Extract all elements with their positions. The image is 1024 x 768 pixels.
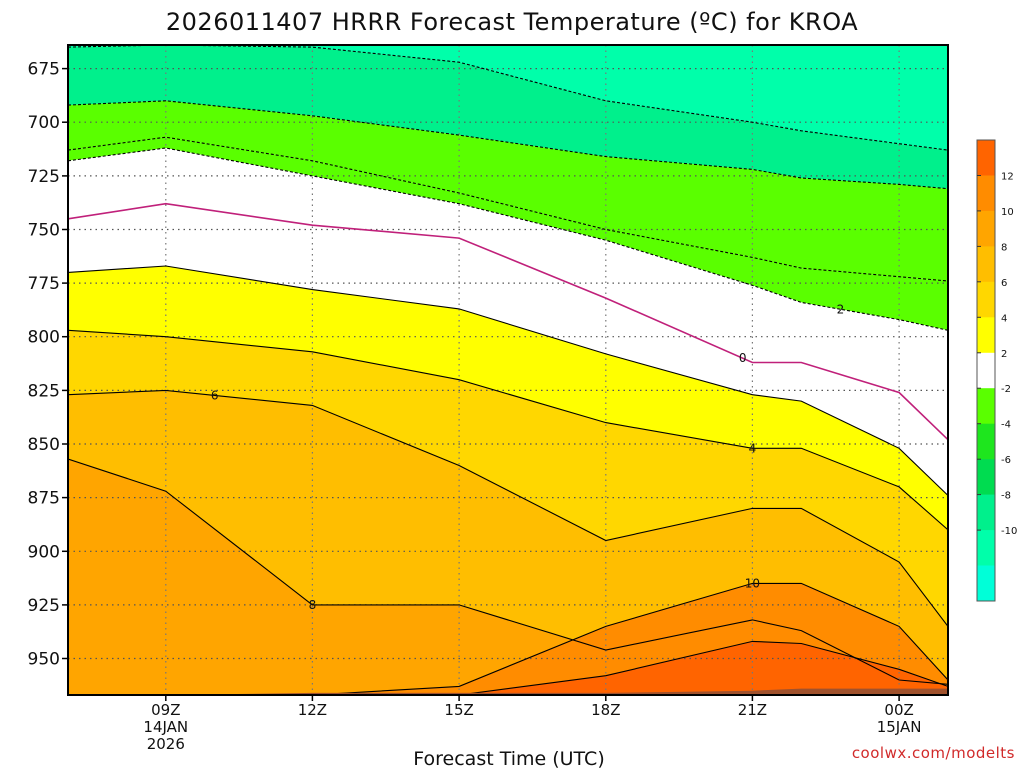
isotherm-10-line-9 <box>68 582 948 695</box>
colorbar-swatch-3 <box>977 459 995 496</box>
colorbar-swatch-4 <box>977 423 995 460</box>
colorbar-swatch-6 <box>977 352 995 389</box>
contour-labels: 2 0 4 6 8 10 <box>211 302 845 612</box>
contour-label-2: 2 <box>837 302 845 316</box>
colorbar-label-8: 8 <box>1001 242 1007 253</box>
colorbar-label-10: 10 <box>1001 207 1014 218</box>
y-tick-label-925: 925 <box>28 596 60 616</box>
colorbar-swatch-0 <box>977 565 995 602</box>
band-0-to-2 <box>68 148 948 496</box>
grid-lines <box>68 45 948 695</box>
y-tick-label-825: 825 <box>28 381 60 401</box>
x-axis-label: Forecast Time (UTC) <box>413 748 604 768</box>
x-tick-label-18Z-0: 18Z <box>591 701 620 719</box>
y-tick-label-725: 725 <box>28 167 60 187</box>
band-2-to-4 <box>68 266 948 530</box>
colorbar-swatch-10 <box>977 210 995 247</box>
isotherm-4-line-6 <box>68 329 948 531</box>
colorbar-swatch-9 <box>977 246 995 283</box>
colorbar-label--2: -2 <box>1001 384 1011 395</box>
contour-label-6: 6 <box>211 388 219 402</box>
colorbar-legend: 12 10 8 6 4 2 -2 -4 -6 -8 -10 <box>976 139 1017 602</box>
isotherm-2-line-5 <box>68 265 948 496</box>
contour-label-8: 8 <box>309 598 317 612</box>
colorbar-label-4: 4 <box>1001 313 1007 324</box>
y-tick-label-800: 800 <box>28 328 60 348</box>
colorbar-swatch-8 <box>977 281 995 318</box>
band-minus-10-to-minus-8 <box>68 45 948 151</box>
x-tick-label-15Z-0: 15Z <box>444 701 473 719</box>
y-tick-label-900: 900 <box>28 542 60 562</box>
colorbar-label-6: 6 <box>1001 278 1007 289</box>
colorbar-label-12: 12 <box>1001 172 1014 183</box>
colorbar-swatch-5 <box>977 388 995 425</box>
surface-ground <box>68 688 948 695</box>
y-tick-label-950: 950 <box>28 650 60 670</box>
band-minus-8-to-minus-6 <box>68 45 948 189</box>
band-minus-2-to-0-upper <box>68 137 948 331</box>
isotherm-8-line-8 <box>68 458 948 685</box>
band-minus-4-to-minus-2 <box>68 100 948 281</box>
y-tick-label-700: 700 <box>28 113 60 133</box>
contour-label-0: 0 <box>739 351 747 365</box>
band-12-to-14 <box>68 641 948 695</box>
contour-label-10: 10 <box>745 576 760 590</box>
x-tick-label-09Z-1: 14JAN <box>143 718 188 736</box>
colorbar-label-2: 2 <box>1001 349 1007 360</box>
source-credit: coolwx.com/modelts <box>852 744 1015 762</box>
x-tick-label-21Z-0: 21Z <box>738 701 767 719</box>
y-tick-label-850: 850 <box>28 435 60 455</box>
ground-surface <box>68 688 948 695</box>
chart-title: 2026011407 HRRR Forecast Temperature (ºC… <box>166 8 858 36</box>
colorbar-label--6: -6 <box>1001 455 1011 466</box>
colorbar-swatch-7 <box>977 317 995 354</box>
colorbar-label--8: -8 <box>1001 491 1011 502</box>
x-tick-label-12Z-0: 12Z <box>298 701 327 719</box>
x-tick-label-00Z-1: 15JAN <box>877 718 922 736</box>
colorbar-swatch-2 <box>977 494 995 531</box>
y-tick-label-775: 775 <box>28 274 60 294</box>
y-tick-label-750: 750 <box>28 221 60 241</box>
contour-label-4: 4 <box>749 441 757 455</box>
band-4-to-6 <box>68 330 948 627</box>
x-tick-label-09Z-0: 09Z <box>151 701 180 719</box>
colorbar-swatch-12 <box>977 140 995 176</box>
colorbar-swatch-1 <box>977 530 995 567</box>
y-tick-label-875: 875 <box>28 489 60 509</box>
isotherm-0-line-4 <box>68 202 948 441</box>
colorbar-label--4: -4 <box>1001 420 1011 431</box>
isotherm-12-line-10 <box>68 640 948 695</box>
isotherm-minus-2-line-1 <box>68 100 948 190</box>
y-tick-label-675: 675 <box>28 60 60 80</box>
plot-frame <box>67 44 949 696</box>
x-tick-label-00Z-0: 00Z <box>884 701 913 719</box>
colorbar-swatch-11 <box>977 175 995 212</box>
x-tick-label-09Z-2: 2026 <box>147 735 185 753</box>
temperature-bands <box>68 45 948 695</box>
y-axis: 675 700 725 750 775 800 825 850 875 900 925 950 <box>28 60 68 670</box>
isotherm-6-line-7 <box>68 389 948 627</box>
colorbar-frame <box>976 139 996 602</box>
colorbar-label--10: -10 <box>1001 526 1017 537</box>
